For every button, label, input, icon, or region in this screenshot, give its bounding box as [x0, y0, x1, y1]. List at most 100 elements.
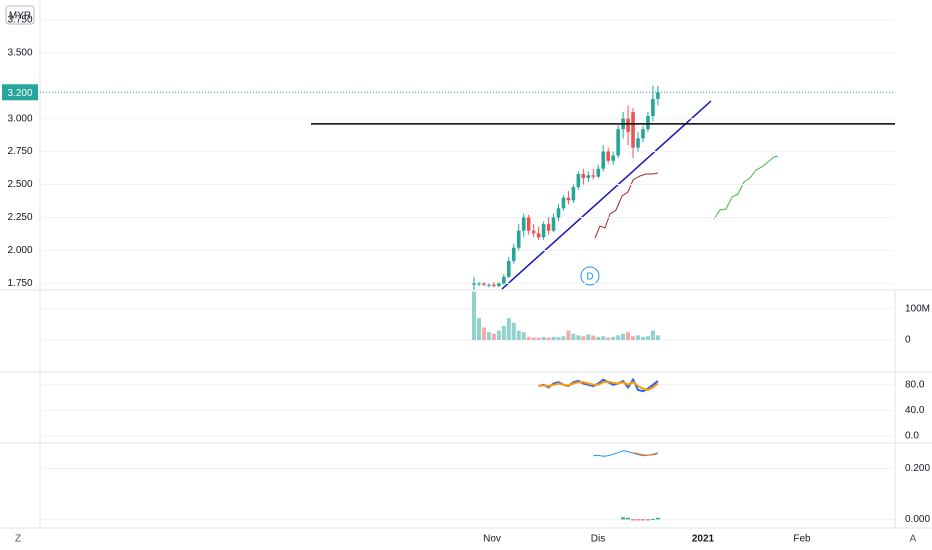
candle-body: [536, 233, 541, 238]
candle-body: [576, 174, 581, 188]
last-price-label: 3.200: [7, 88, 32, 99]
histogram-bar: [650, 518, 655, 520]
volume-bar: [611, 336, 616, 340]
candle-body: [626, 118, 630, 132]
currency-box[interactable]: [5, 5, 35, 25]
volume-bar: [536, 337, 541, 340]
volume-bar: [581, 336, 586, 340]
candle-body: [586, 175, 591, 178]
y-tick-label: 1.750: [7, 278, 32, 289]
candle-body: [502, 276, 506, 284]
x-tick-label: Feb: [793, 534, 811, 545]
y-tick-label: 0.0: [905, 431, 919, 442]
volume-bar: [526, 336, 531, 340]
volume-bar: [506, 318, 511, 340]
y-tick-label: 100M: [905, 303, 930, 314]
histogram-bar: [645, 519, 650, 521]
candle-body: [636, 138, 640, 148]
candle-body: [506, 261, 511, 277]
histogram-bar: [655, 517, 660, 520]
volume-bar: [486, 332, 491, 340]
volume-bar: [596, 336, 601, 340]
currency[interactable]: MYR: [9, 11, 31, 22]
candle-body: [541, 224, 546, 238]
x-tick-label: Dis: [591, 534, 605, 545]
indicator-badge[interactable]: [580, 266, 600, 286]
candle-body: [531, 230, 536, 234]
volume-bar: [521, 332, 526, 340]
y-tick-label: 0.200: [905, 463, 930, 474]
volume-bar: [655, 335, 660, 340]
candle-body: [611, 155, 615, 161]
candle-body: [487, 284, 491, 286]
histogram-bar: [631, 519, 636, 521]
candle-body: [526, 217, 531, 231]
auto-scale-button[interactable]: A: [910, 534, 917, 545]
volume-bar: [481, 327, 486, 340]
volume-bar: [541, 336, 546, 340]
volume-bar: [586, 334, 591, 340]
volume-bar: [606, 337, 611, 340]
candle-body: [656, 92, 660, 99]
candle-body: [651, 98, 655, 116]
candle-body: [581, 174, 586, 178]
candle-body: [482, 283, 486, 285]
y-tick-label: 2.000: [7, 245, 32, 256]
volume-bar: [576, 335, 581, 340]
volume-bar: [631, 336, 636, 340]
volume-bar: [645, 336, 650, 340]
y-tick-label: 2.750: [7, 146, 32, 157]
histogram-bar: [626, 517, 631, 520]
volume-bar: [591, 335, 596, 340]
candle-body: [472, 283, 476, 285]
candle-body: [551, 217, 556, 231]
x-tick-label: 2021: [692, 534, 715, 545]
volume-bar: [636, 335, 641, 340]
volume-bar: [566, 330, 571, 340]
candle-body: [591, 175, 596, 177]
candle-body: [601, 151, 606, 169]
indicator-line: [538, 380, 659, 391]
volume-bar: [516, 330, 521, 340]
volume-bar: [472, 291, 476, 340]
candle-body: [596, 168, 601, 177]
volume-bar: [551, 336, 556, 340]
volume-bar: [491, 333, 496, 340]
volume-bar: [571, 333, 576, 340]
y-tick-label: 3.000: [7, 113, 32, 124]
volume-bar: [476, 318, 481, 340]
zoom-button[interactable]: Z: [15, 534, 21, 545]
y-tick-label: 3.750: [7, 14, 32, 25]
volume-bar: [616, 335, 621, 340]
y-tick-label: 40.0: [905, 405, 925, 416]
candle-body: [497, 283, 501, 287]
volume-bar: [546, 337, 551, 340]
candle-body: [646, 116, 650, 130]
volume-bar: [601, 336, 606, 340]
volume-bar: [621, 333, 626, 340]
candle-body: [492, 284, 496, 287]
volume-bar: [561, 336, 566, 340]
y-tick-label: 80.0: [905, 379, 925, 390]
volume-bar: [650, 330, 655, 340]
candle-body: [571, 187, 576, 201]
candle-body: [521, 217, 526, 231]
y-tick-label: 3.500: [7, 47, 32, 58]
candle-body: [516, 230, 521, 248]
y-tick-label: 2.500: [7, 179, 32, 190]
lagging-line: [594, 172, 659, 239]
candle-body: [606, 151, 610, 161]
candle-body: [556, 208, 561, 218]
candle-body: [631, 112, 635, 148]
candle-body: [566, 197, 571, 201]
x-tick-label: Nov: [483, 534, 501, 545]
indicator-line: [632, 452, 658, 456]
histogram-bar: [640, 519, 645, 521]
y-tick-label: 0: [905, 335, 911, 346]
volume-bar: [496, 330, 501, 340]
leading-line: [713, 155, 779, 220]
indicator-badge-label[interactable]: D: [586, 272, 593, 283]
volume-bar: [531, 337, 536, 340]
